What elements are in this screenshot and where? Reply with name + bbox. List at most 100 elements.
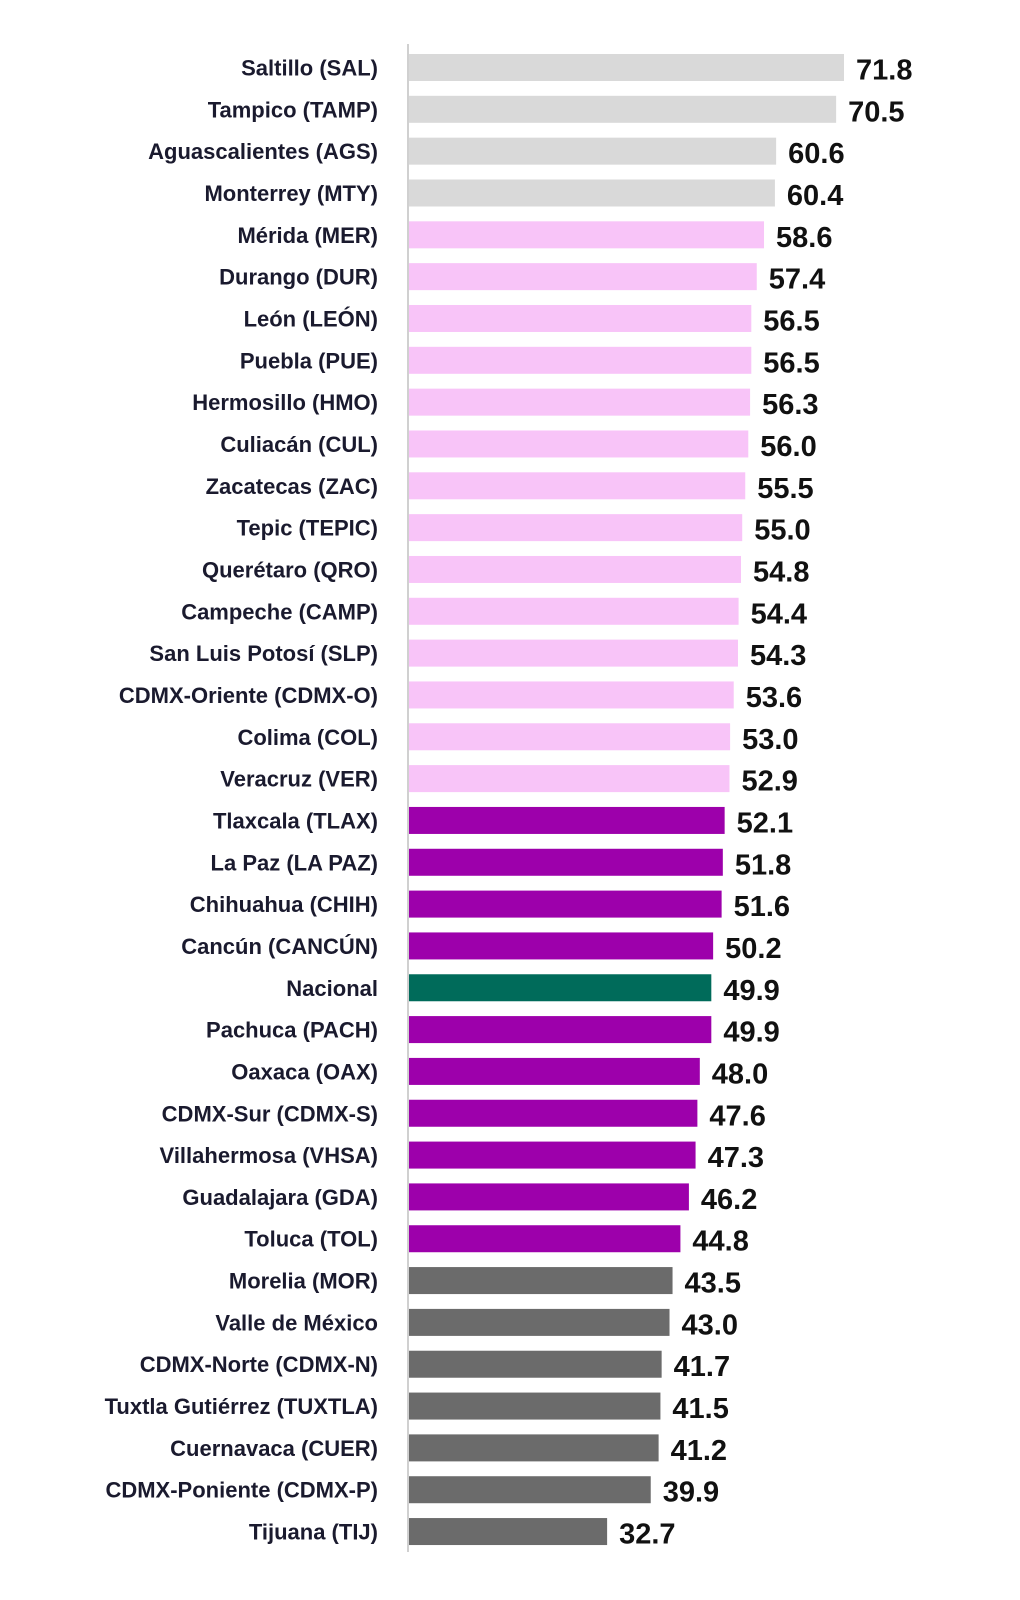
bar	[409, 54, 844, 81]
bar	[409, 848, 723, 876]
bar	[409, 263, 757, 291]
value-label: 48.0	[712, 1058, 768, 1090]
value-label: 50.2	[725, 933, 781, 965]
bar-row: Tampico (TAMP) 70.5	[208, 95, 905, 128]
value-label: 43.0	[682, 1309, 738, 1341]
bar-row: Colima (COL) 53.0	[237, 723, 799, 756]
value-label: 52.1	[737, 807, 793, 839]
category-label: Tampico (TAMP)	[208, 97, 378, 122]
bar-row: Valle de México 43.0	[215, 1308, 738, 1341]
category-label: Tlaxcala (TLAX)	[213, 808, 378, 833]
bar	[409, 95, 837, 123]
bar-row: Toluca (TOL) 44.8	[244, 1225, 749, 1258]
category-label: Durango (DUR)	[219, 265, 378, 290]
value-label: 56.5	[763, 347, 819, 379]
bar-row: Culiacán (CUL) 56.0	[220, 430, 817, 463]
bar-row: La Paz (LA PAZ) 51.8	[211, 848, 791, 881]
value-label: 56.3	[762, 389, 818, 421]
category-label: Aguascalientes (AGS)	[148, 139, 378, 164]
value-label: 46.2	[701, 1184, 757, 1216]
bar	[409, 1476, 651, 1504]
bar-row: Cancún (CANCÚN) 50.2	[181, 932, 782, 965]
value-label: 54.3	[750, 640, 806, 672]
bar	[409, 1267, 673, 1295]
bar	[409, 974, 712, 1002]
value-label: 53.6	[746, 682, 802, 714]
value-label: 58.6	[776, 222, 832, 254]
bar	[409, 388, 751, 416]
category-label: Cuernavaca (CUER)	[170, 1436, 378, 1461]
value-label: 49.9	[723, 975, 779, 1007]
value-label: 60.4	[787, 180, 843, 212]
category-label: Campeche (CAMP)	[181, 599, 378, 624]
value-label: 53.0	[742, 724, 798, 756]
bar	[409, 1434, 659, 1462]
bar	[409, 723, 731, 751]
bar	[409, 932, 714, 960]
category-label: Veracruz (VER)	[220, 767, 378, 792]
value-label: 56.0	[760, 431, 816, 463]
bar	[409, 514, 743, 542]
bar-row: Pachuca (PACH) 49.9	[206, 1016, 780, 1049]
value-label: 60.6	[788, 138, 844, 170]
bar-row: Veracruz (VER) 52.9	[220, 765, 798, 798]
category-label: Zacatecas (ZAC)	[206, 474, 378, 499]
value-label: 41.5	[672, 1393, 728, 1425]
value-label: 47.6	[709, 1100, 765, 1132]
bar-row: Zacatecas (ZAC) 55.5	[206, 472, 814, 505]
bar	[409, 765, 730, 793]
value-label: 32.7	[619, 1519, 675, 1551]
category-label: La Paz (LA PAZ)	[211, 850, 378, 875]
bar-row: Chihuahua (CHIH) 51.6	[190, 890, 790, 923]
bar	[409, 890, 722, 918]
bar-row: Monterrey (MTY) 60.4	[204, 179, 843, 212]
bar	[409, 1016, 712, 1044]
category-label: Pachuca (PACH)	[206, 1018, 378, 1043]
category-label: Chihuahua (CHIH)	[190, 892, 378, 917]
bar-row: Querétaro (QRO) 54.8	[202, 555, 809, 588]
bar	[409, 1099, 698, 1127]
bar-row: CDMX-Norte (CDMX-N) 41.7	[140, 1350, 730, 1383]
bar-row: Durango (DUR) 57.4	[219, 263, 825, 296]
bar-row: León (LEÓN) 56.5	[244, 304, 820, 337]
value-label: 39.9	[663, 1477, 719, 1509]
value-label: 56.5	[763, 305, 819, 337]
value-label: 44.8	[692, 1226, 748, 1258]
bar	[409, 1141, 696, 1169]
category-label: Hermosillo (HMO)	[192, 390, 378, 415]
bar-row: CDMX-Poniente (CDMX-P) 39.9	[105, 1476, 719, 1509]
category-label: San Luis Potosí (SLP)	[149, 641, 378, 666]
bar-row: Hermosillo (HMO) 56.3	[192, 388, 819, 421]
value-label: 70.5	[848, 96, 904, 128]
value-label: 49.9	[723, 1017, 779, 1049]
value-label: 54.4	[751, 598, 807, 630]
bar	[409, 555, 742, 583]
bar-row: Morelia (MOR) 43.5	[229, 1267, 741, 1300]
bar	[409, 639, 738, 667]
bar-row: Aguascalientes (AGS) 60.6	[148, 137, 845, 170]
bar	[409, 597, 739, 625]
bar	[409, 1057, 700, 1085]
value-label: 57.4	[769, 264, 825, 296]
category-label: Mérida (MER)	[237, 223, 378, 248]
bar	[409, 806, 725, 834]
bar	[409, 1183, 689, 1211]
bar	[409, 472, 746, 500]
category-label: Villahermosa (VHSA)	[160, 1143, 378, 1168]
bar-row: Villahermosa (VHSA) 47.3	[160, 1141, 764, 1174]
category-label: Monterrey (MTY)	[204, 181, 378, 206]
category-label: Morelia (MOR)	[229, 1269, 378, 1294]
value-label: 51.6	[734, 891, 790, 923]
category-label: Guadalajara (GDA)	[182, 1185, 378, 1210]
bar	[409, 1308, 670, 1336]
bar	[409, 137, 777, 165]
bar-row: San Luis Potosí (SLP) 54.3	[149, 639, 806, 672]
category-label: Cancún (CANCÚN)	[181, 934, 378, 959]
category-label: Valle de México	[215, 1310, 378, 1335]
bar	[409, 1350, 662, 1378]
category-label: CDMX-Oriente (CDMX-O)	[119, 683, 378, 708]
bar-row: Oaxaca (OAX) 48.0	[231, 1057, 768, 1090]
category-label: Colima (COL)	[237, 725, 378, 750]
bar	[409, 681, 734, 709]
